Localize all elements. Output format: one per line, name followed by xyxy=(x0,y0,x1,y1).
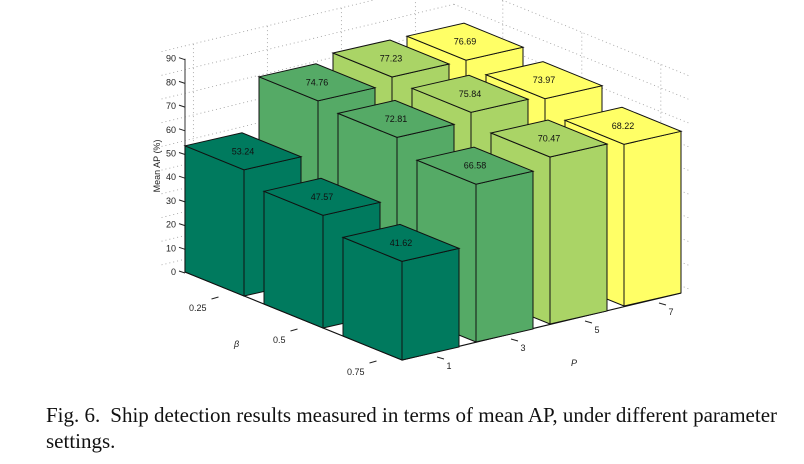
z-tick-label: 20 xyxy=(166,220,176,230)
p-axis-title: P xyxy=(571,358,577,368)
z-tick-label: 60 xyxy=(166,125,176,135)
z-tick-label: 80 xyxy=(166,77,176,87)
p-tick-label: 1 xyxy=(446,361,451,371)
figure-caption: Fig. 6. Ship detection results measured i… xyxy=(46,402,804,454)
z-tick-label: 70 xyxy=(166,101,176,111)
bar-value-label: 72.81 xyxy=(385,114,408,124)
bar-value-label: 74.76 xyxy=(306,77,329,87)
z-tick-label: 10 xyxy=(166,243,176,253)
caption-text: Ship detection results measured in terms… xyxy=(46,403,778,453)
beta-tick-label: 0.5 xyxy=(273,335,286,345)
bar3d-chart: 0 10 20 30 40 50 60 70 80 90 0.25 0.5 0.75 1 3 5 7 76.69… xyxy=(152,0,692,377)
bar-value-label: 77.23 xyxy=(380,53,403,63)
bar-value-label: 73.97 xyxy=(533,75,556,85)
bar-value-label: 47.57 xyxy=(311,192,334,202)
bars: 76.69 77.23 74.76 53.24 73.97 75.84 72.81 47.57… xyxy=(183,22,683,361)
bar-value-label: 53.24 xyxy=(232,146,255,156)
z-tick-label: 40 xyxy=(166,172,176,182)
z-tick-label: 30 xyxy=(166,196,176,206)
p-tick-label: 7 xyxy=(668,307,673,317)
p-tick-label: 5 xyxy=(594,325,599,335)
beta-tick-label: 0.25 xyxy=(189,303,207,313)
z-axis-title: Mean AP (%) xyxy=(152,140,162,193)
bar-value-label: 68.22 xyxy=(612,121,635,131)
z-tick-label: 50 xyxy=(166,149,176,159)
figure-number: Fig. 6. xyxy=(46,403,101,427)
beta-axis-title: β xyxy=(233,339,239,349)
bar-value-label: 70.47 xyxy=(538,133,561,143)
bar-value-label: 75.84 xyxy=(459,89,482,99)
z-tick-label: 0 xyxy=(171,267,176,277)
beta-tick-label: 0.75 xyxy=(347,367,365,377)
bar-value-label: 66.58 xyxy=(464,161,487,171)
p-tick-label: 3 xyxy=(520,343,525,353)
bar-value-label: 76.69 xyxy=(454,37,477,47)
bar-value-label: 41.62 xyxy=(390,238,413,248)
z-tick-label: 90 xyxy=(166,54,176,64)
bar: 41.62 xyxy=(341,223,461,361)
